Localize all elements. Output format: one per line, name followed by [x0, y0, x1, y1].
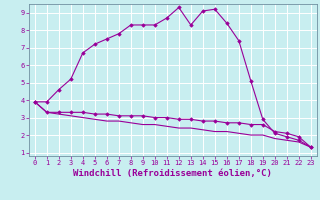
- X-axis label: Windchill (Refroidissement éolien,°C): Windchill (Refroidissement éolien,°C): [73, 169, 272, 178]
